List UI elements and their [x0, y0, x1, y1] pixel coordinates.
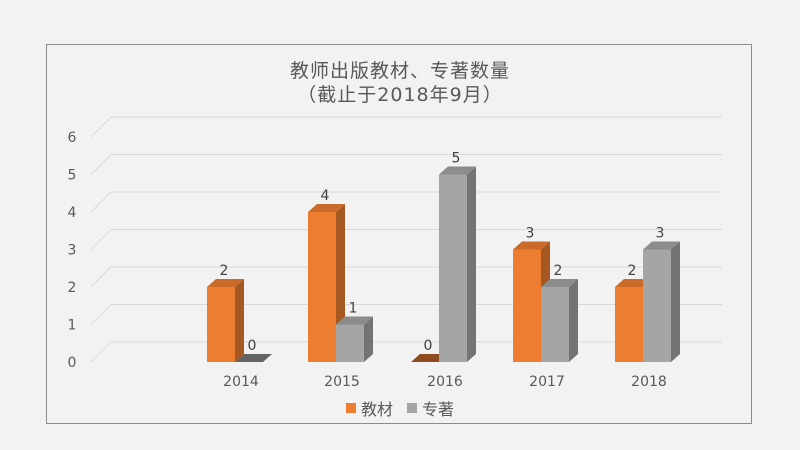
data-label: 1 — [349, 301, 358, 317]
bar-zhuanzhu-2017[interactable] — [541, 279, 578, 362]
y-tick-label: 6 — [68, 130, 77, 146]
data-label: 0 — [424, 338, 433, 354]
bar-zhuanzhu-2014[interactable] — [235, 354, 272, 362]
legend-item-zhuanzhu[interactable]: 专著 — [407, 396, 454, 420]
y-tick-label: 5 — [68, 168, 77, 184]
chart-legend: 教材 专著 — [0, 396, 800, 420]
gridline — [90, 154, 722, 175]
legend-label-zhuanzhu: 专著 — [422, 400, 455, 419]
bar-jiaocai-2014[interactable] — [207, 279, 244, 362]
bar-zhuanzhu-2015[interactable] — [336, 316, 373, 363]
x-tick-label: 2014 — [223, 374, 259, 390]
data-label: 2 — [220, 263, 229, 279]
legend-item-jiaocai[interactable]: 教材 — [345, 396, 393, 420]
gridline — [90, 116, 722, 138]
y-tick-label: 0 — [68, 355, 77, 371]
legend-swatch-jiaocai — [345, 403, 356, 413]
bar-jiaocai-2016[interactable] — [411, 354, 448, 362]
legend-swatch-zhuanzhu — [407, 403, 417, 413]
y-tick-label: 4 — [68, 205, 77, 221]
chart-subtitle: （截止于2018年9月） — [297, 84, 503, 106]
chart-title: 教师出版教材、专著数量 — [289, 60, 510, 82]
legend-label-jiaocai: 教材 — [360, 400, 393, 419]
bar-zhuanzhu-2016[interactable] — [439, 166, 476, 363]
gridline — [90, 229, 722, 250]
data-label: 5 — [452, 151, 461, 167]
y-tick-label: 1 — [68, 318, 77, 334]
data-label: 3 — [656, 226, 665, 242]
data-label: 2 — [628, 263, 637, 279]
gridline — [90, 191, 722, 213]
bar-zhuanzhu-2018[interactable] — [643, 241, 680, 363]
data-label: 2 — [554, 263, 563, 279]
x-tick-label: 2017 — [529, 374, 565, 390]
x-tick-label: 2015 — [324, 374, 360, 390]
y-tick-label: 2 — [68, 280, 77, 296]
y-tick-label: 3 — [68, 243, 77, 259]
x-tick-label: 2018 — [631, 374, 667, 390]
data-label: 3 — [526, 226, 535, 242]
x-tick-label: 2016 — [427, 374, 463, 390]
data-label: 4 — [321, 188, 330, 204]
data-label: 0 — [248, 338, 257, 354]
